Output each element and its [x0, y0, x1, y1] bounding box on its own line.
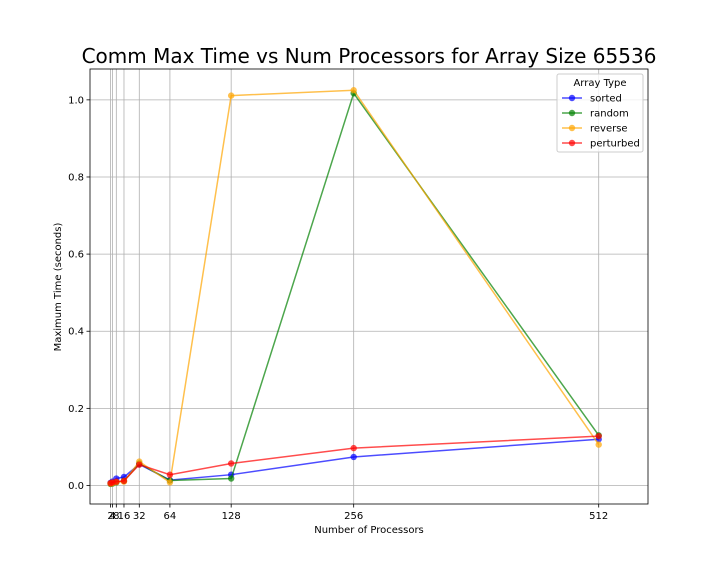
data-point-reverse [227, 92, 235, 99]
grid [90, 69, 648, 504]
y-axis-title: Maximum Time (seconds) [53, 223, 64, 352]
series-line-reverse [110, 89, 600, 485]
series-line-random [110, 91, 600, 485]
data-point-perturbed [120, 477, 128, 485]
data-point-perturbed [113, 478, 120, 485]
data-point-sorted [350, 453, 357, 461]
data-point-reverse [166, 479, 174, 486]
legend-marker-sorted [568, 94, 576, 102]
series-perturbed [107, 432, 602, 487]
data-point-perturbed [595, 432, 602, 440]
data-point-reverse [595, 441, 602, 448]
chart-title: Comm Max Time vs Num Processors for Arra… [82, 44, 657, 68]
legend-marker-reverse [568, 124, 576, 132]
y-tick-label: 0.4 [68, 327, 84, 338]
x-tick-label: 256 [344, 511, 363, 522]
x-tick-label: 2 [107, 511, 113, 522]
data-point-random [227, 475, 235, 482]
y-axis: 0.0 0.2 0.4 0.6 0.8 1.0 [68, 95, 90, 492]
data-point-perturbed [227, 460, 235, 467]
legend-marker-perturbed [568, 139, 576, 147]
legend-label-random: random [590, 109, 629, 120]
legend-marker-random [568, 109, 576, 117]
data-point-perturbed [350, 444, 357, 452]
x-tick-label: 16 [118, 511, 131, 522]
y-tick-label: 0.0 [68, 481, 84, 492]
legend: Array Type sorted random reverse perturbed [556, 73, 644, 153]
legend-title: Array Type [573, 78, 626, 89]
series-layer [107, 87, 602, 488]
x-tick-label: 32 [133, 511, 146, 522]
series-sorted [107, 436, 602, 486]
y-tick-label: 0.2 [68, 404, 84, 415]
legend-label-sorted: sorted [590, 94, 622, 105]
x-tick-label: 128 [222, 511, 241, 522]
legend-box [556, 73, 644, 153]
x-tick-label: 4 [109, 511, 115, 522]
data-point-perturbed [166, 471, 174, 478]
plot-frame [89, 68, 649, 505]
series-random [107, 90, 602, 488]
y-tick-label: 0.6 [68, 250, 84, 261]
y-tick-label: 1.0 [68, 95, 84, 106]
x-tick-label: 8 [113, 511, 119, 522]
legend-label-perturbed: perturbed [590, 139, 640, 150]
y-tick-label: 0.8 [68, 172, 84, 183]
legend-label-reverse: reverse [590, 124, 628, 135]
x-tick-label: 512 [589, 511, 608, 522]
x-tick-label: 64 [164, 511, 177, 522]
series-reverse [107, 87, 602, 487]
data-point-perturbed [136, 461, 143, 468]
x-axis-title: Number of Processors [314, 525, 424, 536]
data-point-reverse [350, 87, 357, 94]
